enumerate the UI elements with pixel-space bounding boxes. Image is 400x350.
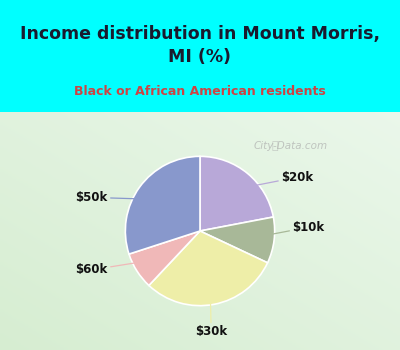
Text: $10k: $10k bbox=[253, 221, 324, 238]
Wedge shape bbox=[200, 217, 275, 263]
Wedge shape bbox=[200, 156, 273, 231]
Text: ⓘ: ⓘ bbox=[272, 141, 279, 150]
Text: $30k: $30k bbox=[195, 284, 227, 338]
Text: Income distribution in Mount Morris,
MI (%): Income distribution in Mount Morris, MI … bbox=[20, 25, 380, 65]
Text: $60k: $60k bbox=[76, 260, 155, 276]
Text: City-Data.com: City-Data.com bbox=[254, 141, 328, 150]
Text: $50k: $50k bbox=[76, 191, 156, 204]
Text: $20k: $20k bbox=[234, 171, 313, 190]
Wedge shape bbox=[129, 231, 200, 286]
Wedge shape bbox=[149, 231, 268, 306]
Text: Black or African American residents: Black or African American residents bbox=[74, 85, 326, 98]
Wedge shape bbox=[125, 156, 200, 254]
